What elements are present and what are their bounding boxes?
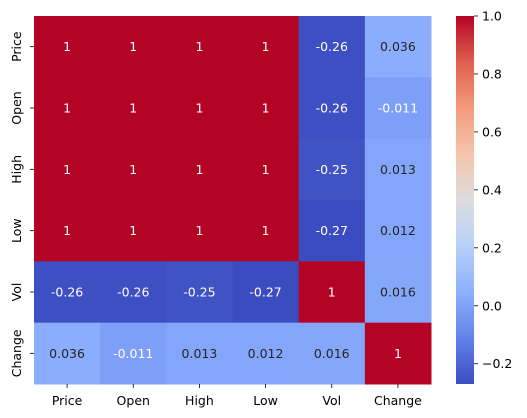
heatmap-annotation: 1: [63, 39, 71, 54]
heatmap-annotation: -0.26: [316, 39, 348, 54]
heatmap-annotation: 0.036: [49, 346, 85, 361]
heatmap-annotation: 0.036: [380, 39, 416, 54]
heatmap-cell-high-low: [232, 138, 300, 201]
heatmap-cell-high-change: [364, 138, 432, 201]
heatmap-cell-low-low: [232, 200, 300, 262]
heatmap-cell-open-change: [364, 77, 432, 140]
heatmap-cell-vol-vol: [298, 261, 366, 324]
heatmap-annotation: 1: [129, 162, 137, 177]
heatmap-cell-vol-price: [34, 261, 101, 324]
heatmap-annotation: 1: [129, 39, 137, 54]
y-axis: Price Open High Low Vol Change: [9, 31, 34, 377]
heatmap-annotation: -0.26: [117, 285, 149, 300]
heatmap-annotation: 1: [195, 223, 203, 238]
heatmap-cell-high-open: [100, 138, 167, 201]
heatmap-annotation: 1: [63, 162, 71, 177]
heatmap-annotation: 1: [195, 101, 203, 116]
colorbar-tick-label: 0.0: [482, 298, 502, 313]
colorbar-tick-label: −0.2: [482, 356, 512, 371]
heatmap-annotation: 1: [262, 101, 270, 116]
heatmap-annotation: -0.26: [51, 285, 83, 300]
heatmap-cell-price-vol: [298, 16, 366, 78]
heatmap-cell-price-high: [166, 16, 233, 78]
heatmap-cell-high-high: [166, 138, 233, 201]
heatmap-annotation: -0.27: [316, 223, 348, 238]
heatmap-cell-change-change: [364, 322, 432, 385]
heatmap-annotation: 1: [394, 346, 402, 361]
heatmap-annotation: -0.25: [316, 162, 348, 177]
y-tick-label: Open: [9, 91, 24, 124]
y-tick-label: High: [9, 155, 24, 184]
heatmap-cells: [34, 16, 432, 385]
heatmap-cell-low-change: [364, 200, 432, 262]
heatmap-cell-open-vol: [298, 77, 366, 140]
colorbar-tick-label: 0.6: [482, 124, 502, 139]
heatmap-cell-low-vol: [298, 200, 366, 262]
heatmap-cell-high-vol: [298, 138, 366, 201]
colorbar-tick-label: 0.4: [482, 182, 502, 197]
x-tick-label: Change: [374, 393, 422, 408]
heatmap-annotation: 1: [262, 39, 270, 54]
heatmap-cell-low-price: [34, 200, 101, 262]
heatmap-annotation: 1: [195, 162, 203, 177]
heatmap-annotation: -0.011: [378, 101, 418, 116]
heatmap-annotation: 1: [195, 39, 203, 54]
heatmap-cell-change-price: [34, 322, 101, 385]
heatmap-cell-change-low: [232, 322, 300, 385]
heatmap-annotation: 0.013: [182, 346, 218, 361]
heatmap-cell-vol-high: [166, 261, 233, 324]
heatmap-cell-price-low: [232, 16, 300, 78]
heatmap-annotation: 0.012: [380, 223, 416, 238]
x-tick-label: High: [185, 393, 214, 408]
heatmap-annotation: 1: [328, 285, 336, 300]
heatmap-cell-price-price: [34, 16, 101, 78]
heatmap-cell-change-vol: [298, 322, 366, 385]
x-axis: Price Open High Low Vol Change: [52, 384, 422, 408]
heatmap-cell-open-price: [34, 77, 101, 140]
heatmap-cell-change-open: [100, 322, 167, 385]
heatmap-cell-open-open: [100, 77, 167, 140]
heatmap-annotation: 0.016: [314, 346, 350, 361]
heatmap-cell-vol-open: [100, 261, 167, 324]
heatmap-annotation: 1: [129, 101, 137, 116]
y-tick-label: Price: [9, 31, 24, 62]
colorbar-tick-label: 1.0: [482, 9, 502, 24]
colorbar-tick-label: 0.2: [482, 240, 502, 255]
x-tick-label: Open: [117, 393, 150, 408]
heatmap-cell-vol-low: [232, 261, 300, 324]
heatmap-cell-low-open: [100, 200, 167, 262]
heatmap-annotation: 1: [63, 223, 71, 238]
heatmap-annotation: -0.27: [249, 285, 281, 300]
heatmap-annotation: 1: [129, 223, 137, 238]
colorbar-gradient: [456, 16, 474, 384]
heatmap-annotation: 1: [63, 101, 71, 116]
heatmap-cell-open-low: [232, 77, 300, 140]
heatmap-annotation: 0.012: [248, 346, 284, 361]
heatmap-annotation: 1: [262, 162, 270, 177]
y-tick-label: Low: [9, 218, 24, 243]
heatmap-cell-open-high: [166, 77, 233, 140]
heatmap-annotation: -0.26: [316, 101, 348, 116]
heatmap-cell-change-high: [166, 322, 233, 385]
heatmap-annotation: 0.016: [380, 285, 416, 300]
heatmap-cell-price-change: [364, 16, 432, 78]
heatmap-annotation: -0.011: [113, 346, 153, 361]
heatmap-cell-low-high: [166, 200, 233, 262]
heatmap-annotation: 0.013: [380, 162, 416, 177]
heatmap-annotations: 1 1 1 1 -0.26 0.036 1 1 1 1 -0.26 -0.011 1 1 1 1 -0.25 0.…: [49, 39, 418, 361]
x-tick-label: Vol: [322, 393, 341, 408]
colorbar: 1.0 0.8 0.6 0.4 0.2 0.0 −0.2: [456, 9, 512, 384]
heatmap-cell-high-price: [34, 138, 101, 201]
x-tick-label: Price: [52, 393, 83, 408]
colorbar-tick-label: 0.8: [482, 66, 502, 81]
heatmap-cell-vol-change: [364, 261, 432, 324]
heatmap-annotation: -0.25: [183, 285, 215, 300]
y-tick-label: Change: [9, 329, 24, 377]
y-tick-label: Vol: [9, 283, 24, 302]
heatmap-cell-price-open: [100, 16, 167, 78]
heatmap-annotation: 1: [262, 223, 270, 238]
x-tick-label: Low: [253, 393, 278, 408]
